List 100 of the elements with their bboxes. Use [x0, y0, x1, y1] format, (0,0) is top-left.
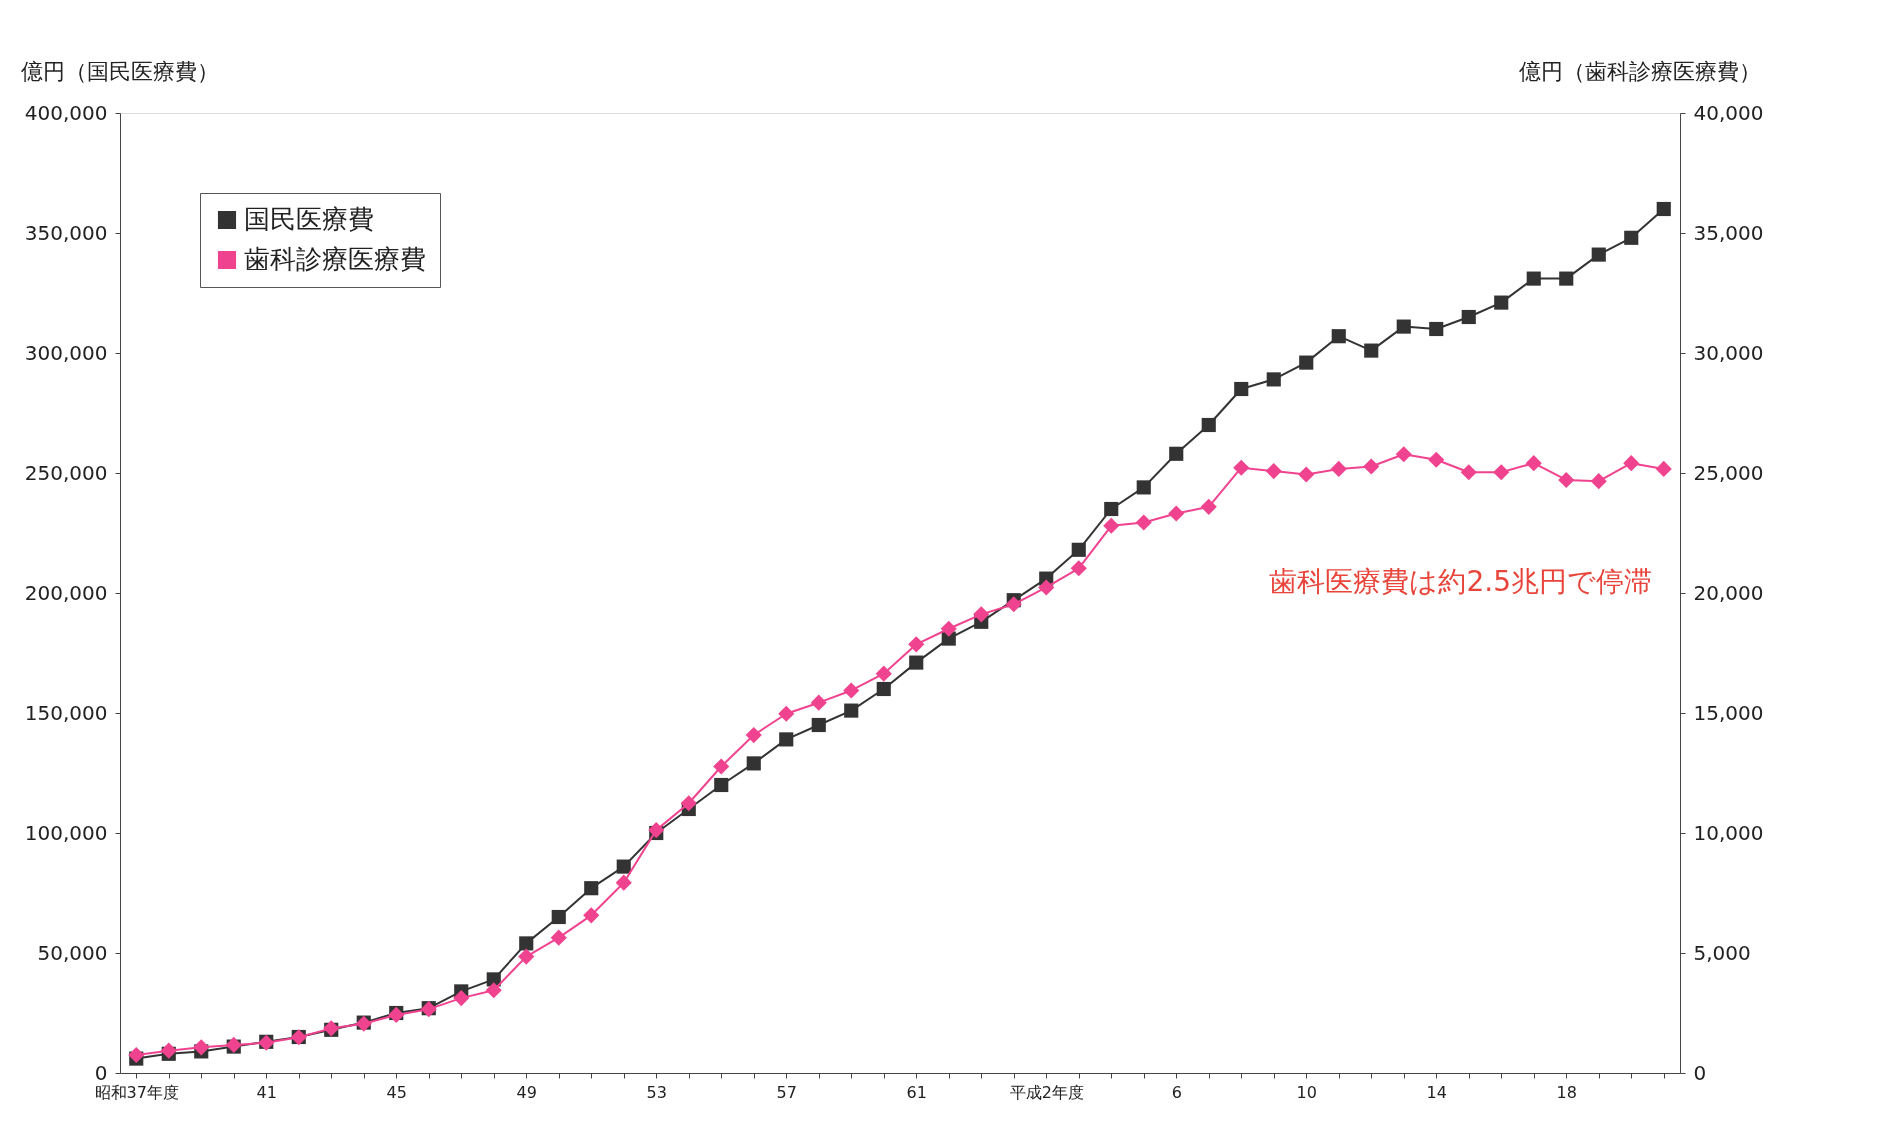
point [745, 727, 762, 744]
point [810, 694, 827, 711]
point [1493, 464, 1510, 481]
y-tick-label: 0 [94, 1060, 108, 1085]
point [1200, 498, 1217, 515]
point [1428, 451, 1445, 468]
point [1298, 466, 1315, 483]
x-tick-label: 57 [776, 1082, 797, 1102]
point [485, 982, 502, 999]
point [1005, 596, 1022, 613]
point [1591, 247, 1606, 262]
point [1038, 579, 1055, 596]
y-tick-label: 400,000 [24, 100, 108, 125]
point [519, 936, 534, 951]
point [1266, 372, 1281, 387]
point [876, 681, 891, 697]
y2-tick-label: 20,000 [1693, 580, 1764, 605]
x-tick-label: 53 [646, 1082, 667, 1102]
y2-tick-label: 25,000 [1693, 460, 1764, 485]
point [1070, 560, 1087, 577]
point [909, 655, 924, 670]
point [1395, 446, 1412, 463]
point [1104, 501, 1119, 517]
point [1526, 271, 1541, 286]
point [778, 705, 795, 722]
y-tick-label: 300,000 [24, 340, 108, 365]
y2-tick-label: 5,000 [1693, 940, 1751, 965]
point [453, 990, 470, 1007]
point [908, 636, 925, 653]
annotation: 歯科医療費は約2.5兆円で停滞 [1269, 565, 1652, 599]
point [193, 1039, 210, 1056]
x-tick-label: 45 [386, 1082, 407, 1102]
x-tick-label: 平成2年度 [1009, 1082, 1084, 1102]
point [1135, 514, 1152, 531]
point [616, 859, 631, 874]
y-tick-label: 200,000 [24, 580, 108, 605]
y-tick-label: 150,000 [24, 700, 108, 725]
point [1136, 480, 1151, 495]
point [1655, 460, 1672, 477]
legend-label: 歯科診療医療費 [244, 244, 426, 274]
point [940, 620, 957, 637]
point [128, 1046, 145, 1064]
point [843, 682, 860, 699]
point [1331, 329, 1346, 344]
point [875, 665, 892, 682]
x-tick-label: 6 [1171, 1082, 1182, 1102]
y2-tick-label: 30,000 [1693, 340, 1764, 365]
point [713, 758, 730, 775]
point [550, 929, 567, 946]
y2-tick-label: 40,000 [1693, 100, 1764, 125]
point [1656, 201, 1671, 217]
point [1169, 446, 1184, 461]
point [680, 795, 697, 812]
point [518, 948, 535, 965]
point [1558, 471, 1575, 489]
point [1201, 417, 1216, 433]
point [1396, 319, 1411, 334]
x-tick-label: 49 [516, 1082, 537, 1102]
point [1363, 458, 1380, 475]
point [1265, 463, 1282, 480]
x-tick-label: 41 [256, 1082, 277, 1102]
x-tick-label: 61 [906, 1082, 927, 1102]
y2-tick-label: 10,000 [1693, 820, 1764, 845]
point [1623, 455, 1640, 472]
y2-tick-label: 35,000 [1693, 220, 1764, 245]
point [1233, 459, 1250, 476]
x-tick-label: 昭和37年度 [94, 1082, 179, 1102]
y-tick-label: 100,000 [24, 820, 108, 845]
point [973, 606, 990, 623]
point [1525, 455, 1542, 472]
y-tick-label: 350,000 [24, 220, 108, 245]
point [1103, 517, 1120, 534]
point [1624, 230, 1639, 245]
point [1460, 464, 1477, 481]
point [1461, 309, 1476, 325]
point [1168, 505, 1185, 522]
y2-tick-label: 0 [1693, 1060, 1707, 1085]
x-tick-label: 14 [1426, 1082, 1447, 1102]
point [811, 717, 826, 733]
point [1429, 321, 1444, 337]
x-tick-label: 10 [1296, 1082, 1317, 1102]
point [1559, 271, 1574, 286]
point [714, 777, 729, 793]
point [551, 909, 566, 925]
point [779, 732, 794, 747]
point [1299, 355, 1314, 370]
y-axis-title: 億円（国民医療費） [20, 58, 219, 84]
point [844, 703, 859, 718]
y-tick-label: 50,000 [37, 940, 108, 965]
point [1330, 460, 1347, 477]
point [1071, 542, 1086, 557]
point [160, 1042, 177, 1059]
x-tick-label: 18 [1556, 1082, 1577, 1102]
point [1494, 295, 1509, 310]
point [583, 907, 600, 924]
point [746, 756, 761, 771]
y2-tick-label: 15,000 [1693, 700, 1764, 725]
legend-label: 国民医療費 [244, 204, 374, 234]
point [584, 881, 599, 896]
point [615, 874, 632, 891]
